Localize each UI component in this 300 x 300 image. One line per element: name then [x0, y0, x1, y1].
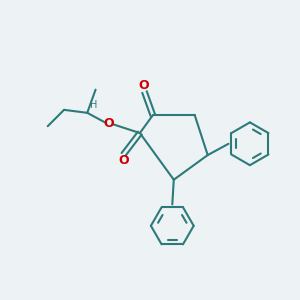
Text: O: O — [103, 117, 114, 130]
Text: H: H — [90, 100, 98, 110]
Text: O: O — [138, 79, 149, 92]
Text: O: O — [118, 154, 129, 167]
